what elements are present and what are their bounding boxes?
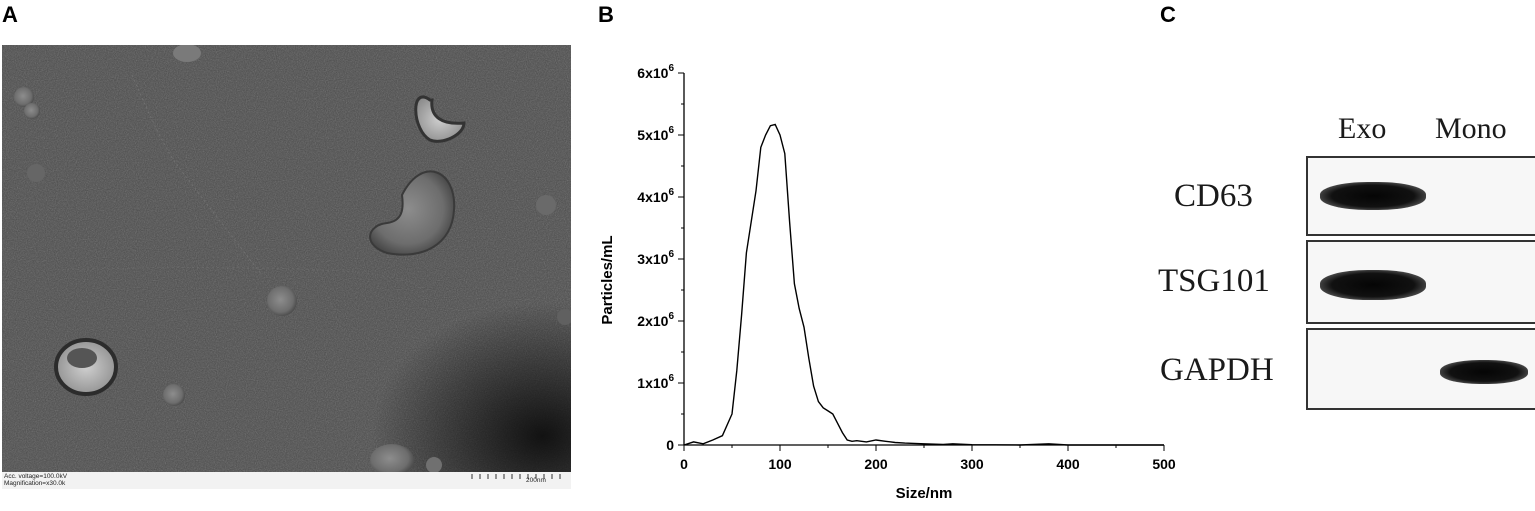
x-tick-label: 300	[960, 456, 984, 472]
y-tick-label: 4x106	[637, 187, 674, 205]
blot-strip-gapdh	[1306, 328, 1535, 410]
tem-acquisition-info: Acc. voltage=100.0kV Magnification=x30.0…	[4, 473, 67, 487]
y-tick-label: 0	[666, 437, 674, 453]
chart-axes	[683, 73, 1164, 446]
x-tick-label: 200	[864, 456, 888, 472]
tem-micrograph	[2, 45, 571, 489]
x-tick-label: 400	[1056, 456, 1080, 472]
y-tick-label: 1x106	[637, 373, 674, 391]
y-tick-label: 2x106	[637, 311, 674, 329]
exosome-vesicles	[14, 45, 571, 476]
blot-strip-cd63	[1306, 156, 1535, 236]
tem-scale-label: 200nm	[526, 477, 546, 484]
series-line	[683, 123, 1164, 446]
x-tick-label: 100	[768, 456, 792, 472]
panel-label-a: A	[2, 2, 18, 27]
panel-label-b: B	[598, 2, 614, 27]
band-tsg101-exo	[1320, 270, 1426, 300]
y-tick-label: 3x106	[637, 249, 674, 267]
panel-label-c: C	[1160, 2, 1176, 27]
chart-ticks: 0 100 200 300 400 500 0 1x106 2x106 3x106 4x106 5x1…	[637, 63, 1176, 472]
y-axis-label: Particles/mL	[599, 235, 616, 324]
lane-label-mono: Mono	[1435, 112, 1507, 145]
tem-voltage-text: Acc. voltage=100.0kV	[4, 473, 68, 480]
tem-magnification-text: Magnification=x30.0k	[4, 480, 66, 487]
band-cd63-exo	[1320, 182, 1426, 210]
size-distribution-chart: 0 100 200 300 400 500 0 1x106 2x106 3x106 4x106 5x1…	[599, 63, 1176, 502]
x-tick-label: 0	[680, 456, 688, 472]
x-tick-label: 500	[1152, 456, 1176, 472]
lane-label-exo: Exo	[1338, 112, 1387, 145]
western-blot: Exo Mono CD63 TSG101 GAPDH	[1130, 70, 1535, 470]
band-gapdh-mono	[1440, 360, 1528, 384]
x-axis-label: Size/nm	[896, 485, 953, 502]
row-label-gapdh: GAPDH	[1160, 352, 1274, 388]
row-label-tsg101: TSG101	[1158, 263, 1270, 299]
y-tick-label: 5x106	[637, 125, 674, 143]
row-label-cd63: CD63	[1174, 178, 1253, 214]
blot-strip-tsg101	[1306, 240, 1535, 324]
y-tick-label: 6x106	[637, 63, 674, 81]
